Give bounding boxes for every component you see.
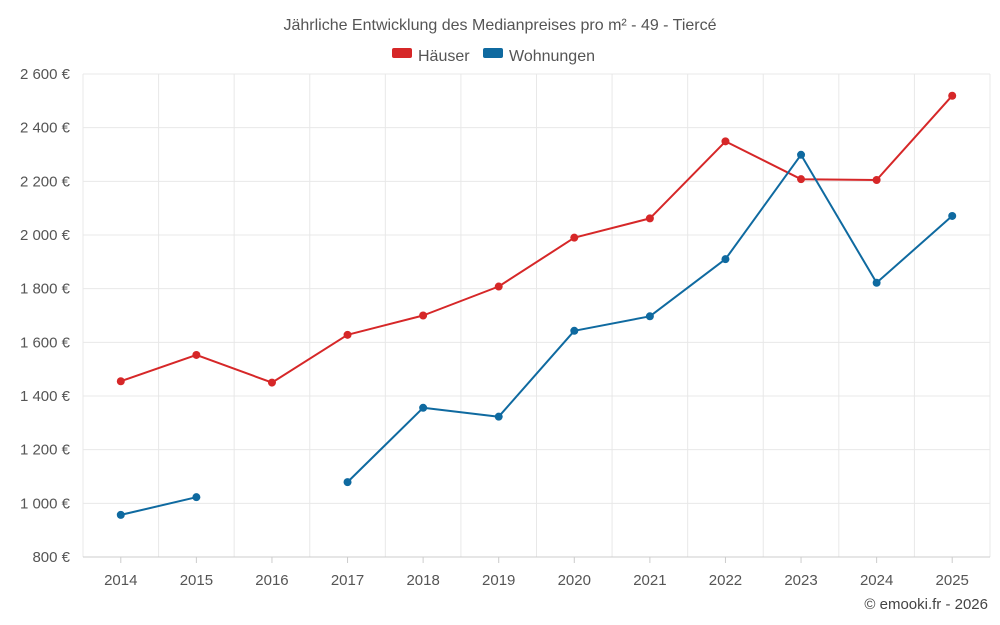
x-tick-label: 2019 bbox=[482, 572, 515, 589]
y-tick-label: 2 200 € bbox=[20, 173, 71, 190]
x-tick-label: 2017 bbox=[331, 572, 364, 589]
data-point-wohnungen[interactable] bbox=[872, 278, 881, 287]
legend-swatch-wohnungen[interactable] bbox=[483, 48, 503, 58]
y-tick-label: 2 600 € bbox=[20, 66, 71, 83]
x-tick-label: 2016 bbox=[255, 572, 288, 589]
grid bbox=[82, 73, 991, 557]
data-point-haeuser[interactable] bbox=[797, 175, 806, 184]
data-point-wohnungen[interactable] bbox=[570, 326, 579, 335]
data-point-haeuser[interactable] bbox=[192, 350, 201, 359]
chart-title: Jährliche Entwicklung des Medianpreises … bbox=[283, 17, 716, 34]
data-point-wohnungen[interactable] bbox=[797, 150, 806, 159]
data-point-wohnungen[interactable] bbox=[721, 255, 730, 264]
x-axis: 2014 2015 2016 2017 2018 2019 2020 2021 2022 2023… bbox=[83, 556, 990, 589]
x-tick-label: 2018 bbox=[406, 572, 439, 589]
series bbox=[116, 91, 957, 519]
data-point-wohnungen[interactable] bbox=[343, 478, 352, 487]
y-tick-label: 1 800 € bbox=[20, 281, 71, 298]
y-tick-label: 2 400 € bbox=[20, 120, 71, 137]
y-tick-label: 800 € bbox=[32, 549, 70, 566]
y-axis: 800 € 1 000 € 1 200 € 1 400 € 1 600 € 1 800 €… bbox=[20, 66, 71, 566]
data-point-wohnungen[interactable] bbox=[494, 412, 503, 421]
y-tick-label: 1 400 € bbox=[20, 388, 71, 405]
data-point-haeuser[interactable] bbox=[343, 330, 352, 339]
data-point-haeuser[interactable] bbox=[419, 311, 428, 320]
x-tick-label: 2022 bbox=[709, 572, 742, 589]
data-point-wohnungen[interactable] bbox=[192, 493, 201, 502]
credit-text: © emooki.fr - 2026 bbox=[864, 596, 988, 613]
data-point-wohnungen[interactable] bbox=[645, 312, 654, 321]
series-line-haeuser bbox=[120, 95, 953, 384]
data-point-wohnungen[interactable] bbox=[948, 211, 957, 220]
legend-label-haeuser[interactable]: Häuser bbox=[418, 48, 470, 65]
legend-label-wohnungen[interactable]: Wohnungen bbox=[509, 48, 595, 65]
x-tick-label: 2014 bbox=[104, 572, 137, 589]
y-tick-label: 1 200 € bbox=[20, 442, 71, 459]
data-point-haeuser[interactable] bbox=[267, 378, 276, 387]
x-tick-label: 2021 bbox=[633, 572, 666, 589]
x-tick-label: 2024 bbox=[860, 572, 893, 589]
data-point-wohnungen[interactable] bbox=[419, 403, 428, 412]
legend: Häuser Wohnungen bbox=[392, 48, 595, 65]
series-line-wohnungen bbox=[120, 496, 197, 516]
data-point-haeuser[interactable] bbox=[570, 233, 579, 242]
x-tick-label: 2025 bbox=[936, 572, 969, 589]
data-point-wohnungen[interactable] bbox=[116, 510, 125, 519]
y-tick-label: 1 000 € bbox=[20, 495, 71, 512]
x-tick-label: 2020 bbox=[558, 572, 591, 589]
y-tick-label: 1 600 € bbox=[20, 334, 71, 351]
data-point-haeuser[interactable] bbox=[116, 377, 125, 386]
x-tick-label: 2015 bbox=[180, 572, 213, 589]
x-tick-label: 2023 bbox=[784, 572, 817, 589]
data-point-haeuser[interactable] bbox=[645, 214, 654, 223]
data-point-haeuser[interactable] bbox=[872, 175, 881, 184]
y-tick-label: 2 000 € bbox=[20, 227, 71, 244]
data-point-haeuser[interactable] bbox=[721, 137, 730, 146]
data-point-haeuser[interactable] bbox=[494, 282, 503, 291]
data-point-haeuser[interactable] bbox=[948, 91, 957, 100]
legend-swatch-haeuser[interactable] bbox=[392, 48, 412, 58]
